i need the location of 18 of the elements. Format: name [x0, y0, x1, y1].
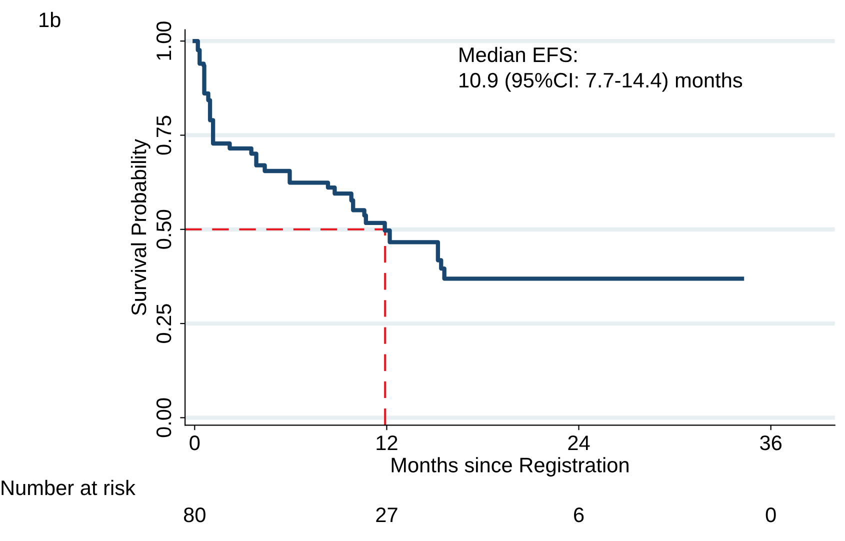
- text: 6: [574, 507, 584, 522]
- y-tick-label: 0.75: [156, 116, 172, 155]
- y-tick-label: 0.50: [156, 210, 172, 249]
- x-tick-label: 0: [190, 436, 200, 450]
- y-tick-label: 0.25: [156, 304, 172, 343]
- y-axis-title: Survival Probability: [130, 138, 150, 316]
- text: 80: [184, 507, 206, 522]
- y-tick-label: 0.00: [156, 398, 172, 438]
- x-tick-label: 24: [568, 436, 590, 450]
- text: 27: [376, 507, 398, 522]
- x-axis-title: Months since Registration: [392, 457, 628, 477]
- text: 1b: [40, 12, 60, 28]
- annotation: Median EFS: 10.9 (95%CI: 7.7-14.4) months: [460, 46, 742, 92]
- x-tick-label: 36: [760, 436, 782, 450]
- text: Number at risk: [2, 480, 136, 496]
- y-tick-label: 1.00: [156, 22, 172, 60]
- x-tick-label: 12: [376, 436, 398, 450]
- text: 0: [766, 507, 776, 522]
